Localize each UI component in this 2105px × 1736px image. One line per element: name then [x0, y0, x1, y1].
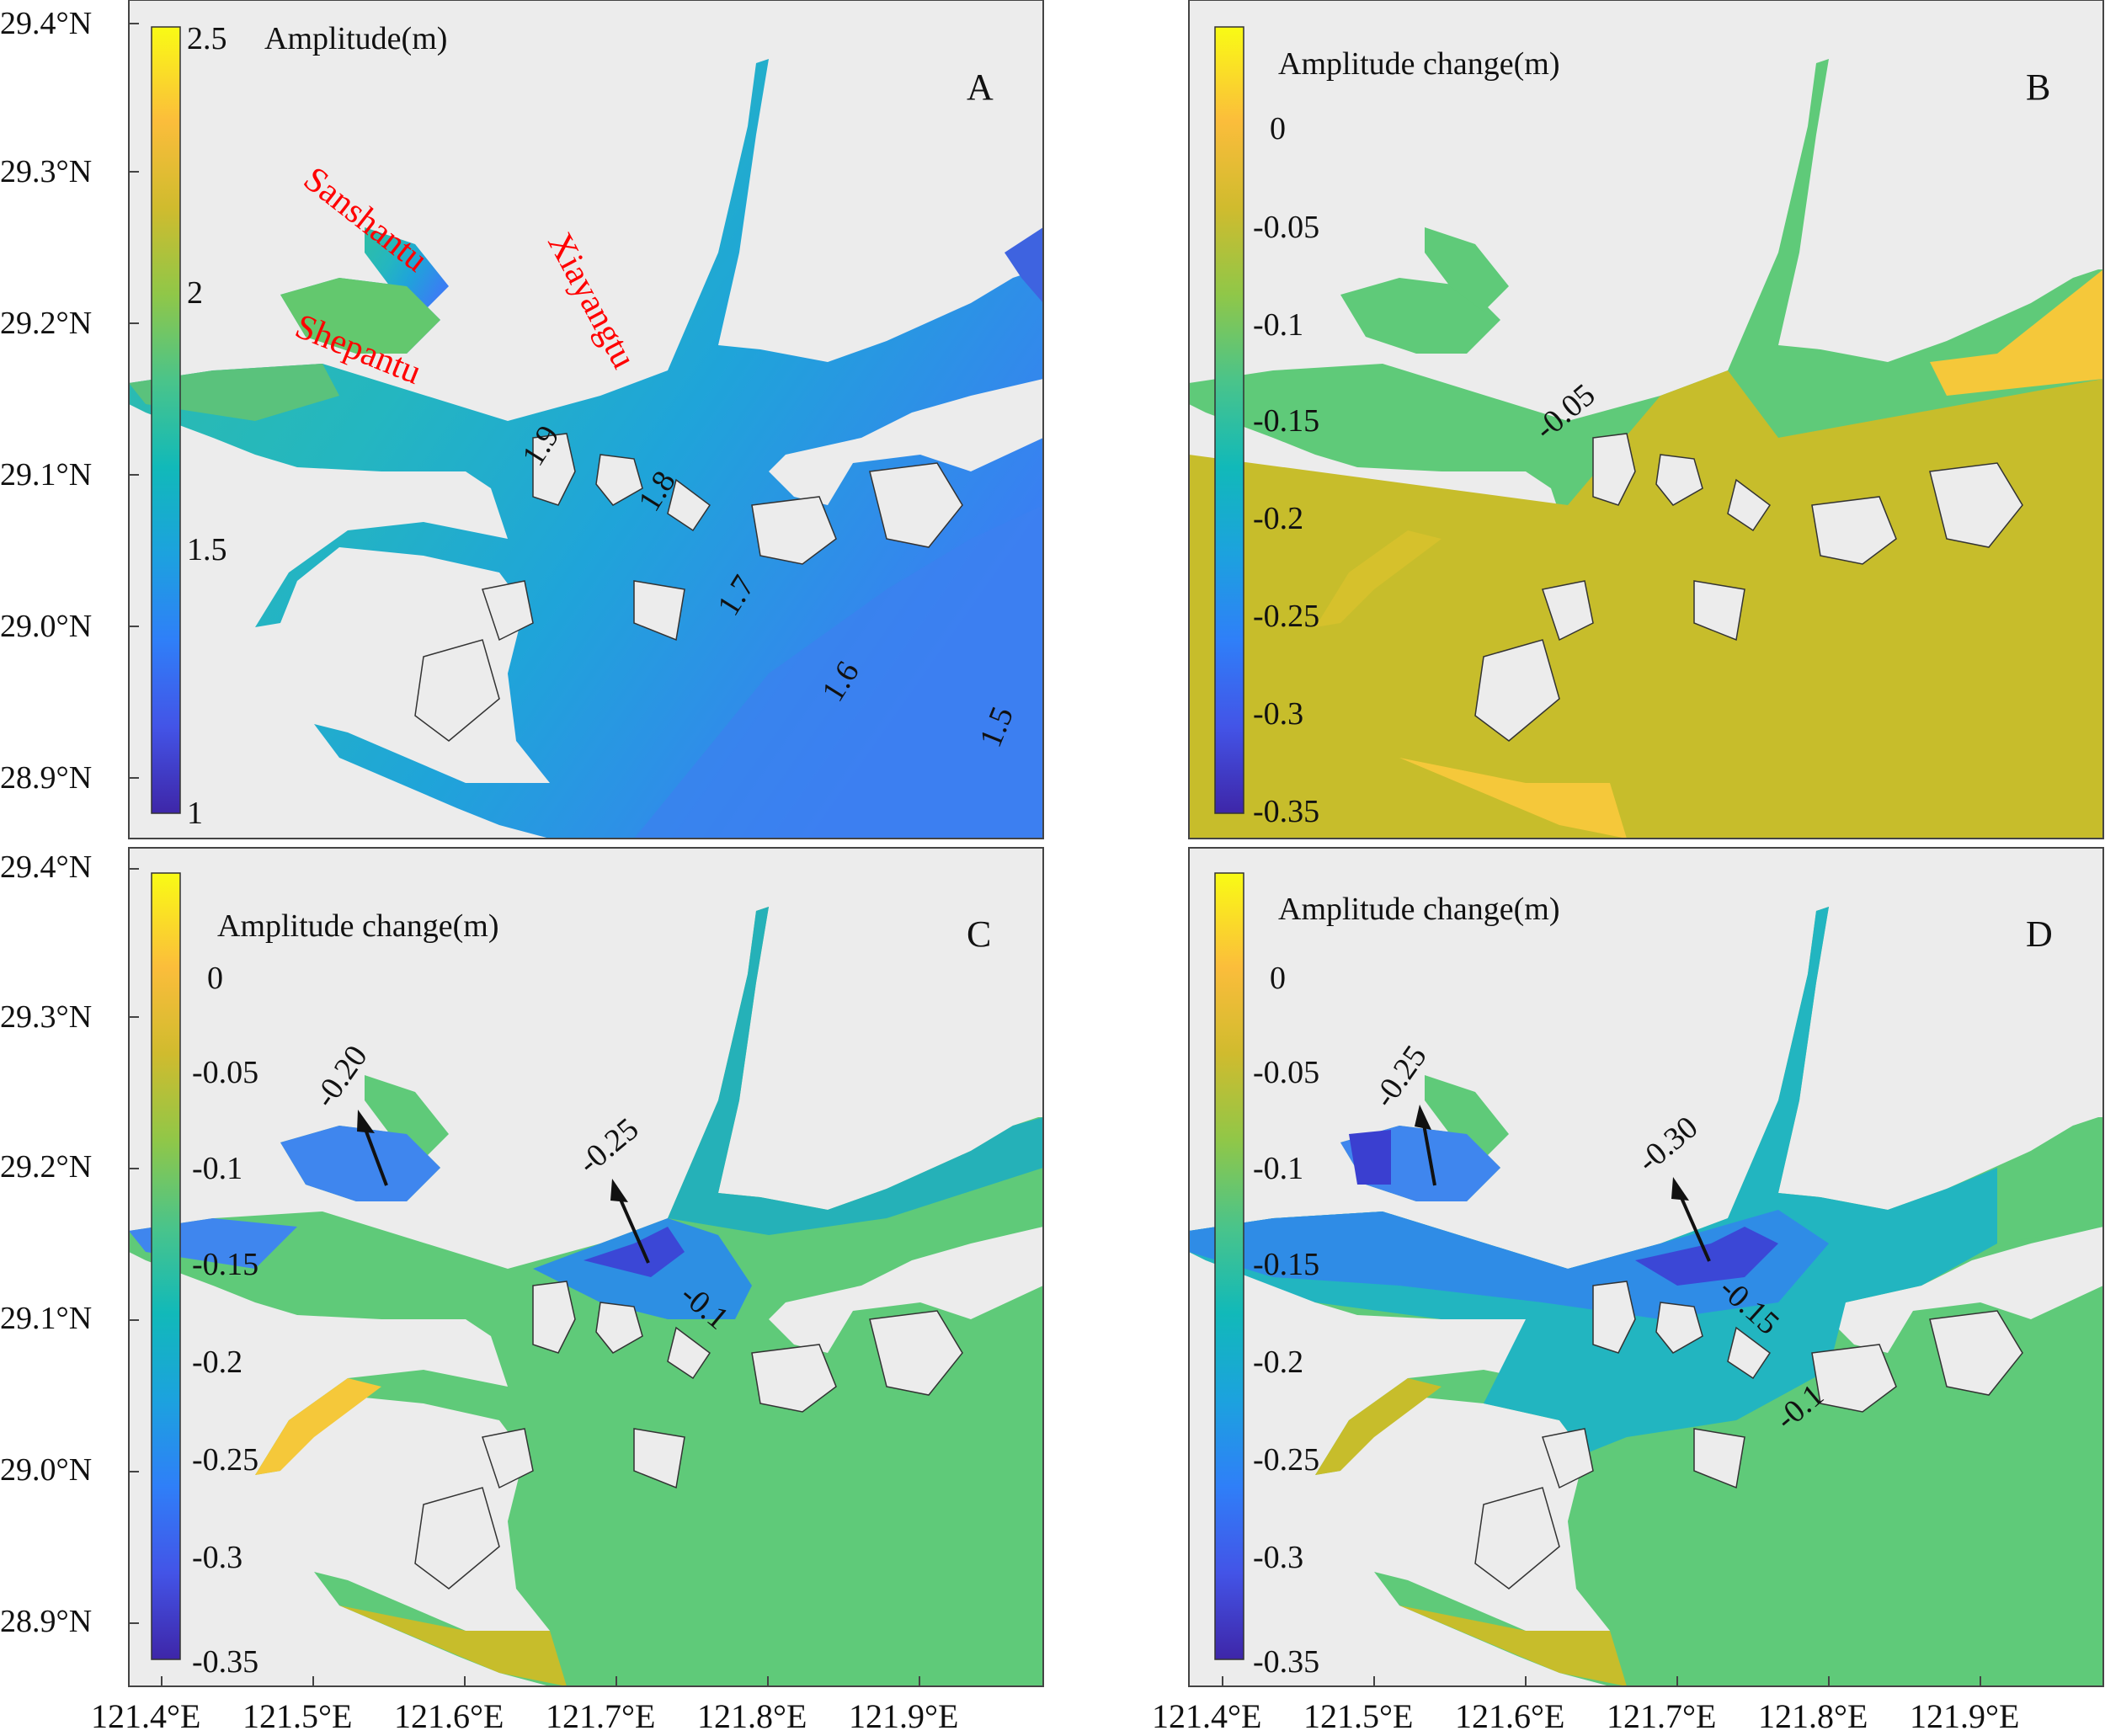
y-tick-label: 28.9°N [0, 1604, 92, 1639]
x-tick-label: 121.5°E [242, 1697, 352, 1735]
arrowhead [357, 1110, 375, 1133]
x-tick-label: 121.7°E [1607, 1697, 1716, 1735]
x-tick-label: 121.8°E [697, 1697, 807, 1735]
panel-b-colorbar [1214, 26, 1244, 814]
panel-a: Amplitude(m) 2.5 2 1.5 1 A Sanshantu She… [128, 0, 1044, 839]
panel-b-colorbar-tick: -0.25 [1253, 599, 1319, 634]
annotation-arrow [362, 1124, 388, 1186]
panel-d-colorbar-tick: -0.05 [1253, 1055, 1319, 1090]
x-tick-label: 121.8°E [1758, 1697, 1868, 1735]
panel-a-letter: A [967, 67, 994, 108]
panel-b: Amplitude change(m) 0 -0.05 -0.1 -0.15 -… [1188, 0, 2104, 839]
panel-c-colorbar-tick: 0 [207, 961, 223, 996]
panel-d-colorbar-title: Amplitude change(m) [1278, 892, 1560, 927]
panel-c-colorbar [151, 872, 181, 1660]
y-tick-label: 28.9°N [0, 760, 92, 796]
y-tick-label: 29.4°N [0, 849, 92, 885]
panel-b-colorbar-tick: -0.2 [1253, 501, 1303, 536]
panel-b-colorbar-tick: 0 [1270, 111, 1286, 146]
panel-b-colorbar-title: Amplitude change(m) [1278, 46, 1560, 82]
panel-c-colorbar-tick: -0.35 [192, 1644, 258, 1680]
panel-b-colorbar-tick: -0.35 [1253, 794, 1319, 829]
panel-b-colorbar-tick: -0.3 [1253, 696, 1303, 732]
panel-c: Amplitude change(m) 0 -0.05 -0.1 -0.15 -… [128, 847, 1044, 1687]
panel-c-sea [129, 907, 1043, 1686]
panel-d-colorbar-tick: -0.15 [1253, 1247, 1319, 1282]
panel-d-sea [1189, 907, 2103, 1686]
y-tick-label: 29.2°N [0, 306, 92, 341]
x-tick-label: 121.6°E [394, 1697, 504, 1735]
panel-b-sea [1189, 59, 2103, 839]
panel-c-colorbar-tick: -0.2 [192, 1345, 242, 1380]
panel-c-colorbar-tick: -0.05 [192, 1055, 258, 1090]
panel-d-colorbar [1214, 872, 1244, 1660]
panel-a-colorbar [151, 26, 181, 814]
x-tick-label: 121.4°E [91, 1697, 200, 1735]
y-tick-label: 29.4°N [0, 6, 92, 41]
panel-d-colorbar-tick: 0 [1270, 961, 1286, 996]
panel-c-colorbar-title: Amplitude change(m) [217, 908, 499, 944]
panel-d: Amplitude change(m) 0 -0.05 -0.1 -0.15 -… [1188, 847, 2104, 1687]
x-tick-label: 121.9°E [1910, 1697, 2019, 1735]
panel-b-letter: B [2026, 67, 2050, 108]
annotation-arrow [1421, 1119, 1436, 1186]
x-tick-label: 121.7°E [546, 1697, 655, 1735]
panel-a-colorbar-tick: 2 [187, 275, 203, 311]
y-tick-label: 29.3°N [0, 154, 92, 189]
arrowhead [610, 1179, 628, 1202]
y-tick-label: 29.2°N [0, 1149, 92, 1185]
panel-d-colorbar-tick: -0.1 [1253, 1151, 1303, 1186]
panel-b-colorbar-tick: -0.15 [1253, 403, 1319, 439]
panel-a-colorbar-tick: 1.5 [187, 532, 227, 567]
panel-c-colorbar-tick: -0.3 [192, 1540, 242, 1575]
panel-d-colorbar-tick: -0.35 [1253, 1644, 1319, 1680]
panel-b-colorbar-tick: -0.1 [1253, 307, 1303, 343]
annotation-arrow [1677, 1191, 1711, 1262]
panel-c-colorbar-tick: -0.1 [192, 1151, 242, 1186]
y-axis-bottom: 29.4°N 29.3°N 29.2°N 29.1°N 29.0°N 28.9°… [0, 849, 92, 1639]
panel-c-colorbar-tick: -0.25 [192, 1442, 258, 1478]
x-tick-label: 121.6°E [1455, 1697, 1564, 1735]
x-axis-right: 121.4°E 121.5°E 121.6°E 121.7°E 121.8°E … [1152, 1697, 2019, 1735]
y-tick-label: 29.1°N [0, 457, 92, 493]
annotation-arrow [616, 1193, 650, 1264]
panel-c-letter: C [967, 913, 991, 955]
y-axis-top: 29.4°N 29.3°N 29.2°N 29.1°N 29.0°N 28.9°… [0, 6, 92, 796]
y-tick-label: 29.3°N [0, 999, 92, 1035]
panel-c-colorbar-tick: -0.15 [192, 1247, 258, 1282]
y-tick-label: 29.1°N [0, 1301, 92, 1336]
arrowhead [1671, 1177, 1689, 1201]
panel-d-colorbar-tick: -0.3 [1253, 1540, 1303, 1575]
panel-d-letter: D [2026, 913, 2053, 955]
x-tick-label: 121.9°E [849, 1697, 958, 1735]
tick-marks [129, 23, 1981, 1686]
panel-d-colorbar-tick: -0.25 [1253, 1442, 1319, 1478]
x-axis-left: 121.4°E 121.5°E 121.6°E 121.7°E 121.8°E … [91, 1697, 958, 1735]
panel-a-sea [129, 59, 1043, 839]
panel-b-colorbar-tick: -0.05 [1253, 210, 1319, 245]
x-tick-label: 121.5°E [1303, 1697, 1413, 1735]
panel-d-colorbar-tick: -0.2 [1253, 1345, 1303, 1380]
panel-a-colorbar-tick: 1 [187, 796, 203, 831]
panel-a-colorbar-title: Amplitude(m) [264, 21, 447, 56]
panel-a-colorbar-tick: 2.5 [187, 21, 227, 56]
arrowhead [1415, 1105, 1431, 1130]
y-tick-label: 29.0°N [0, 1452, 92, 1488]
y-tick-label: 29.0°N [0, 609, 92, 644]
x-tick-label: 121.4°E [1152, 1697, 1261, 1735]
